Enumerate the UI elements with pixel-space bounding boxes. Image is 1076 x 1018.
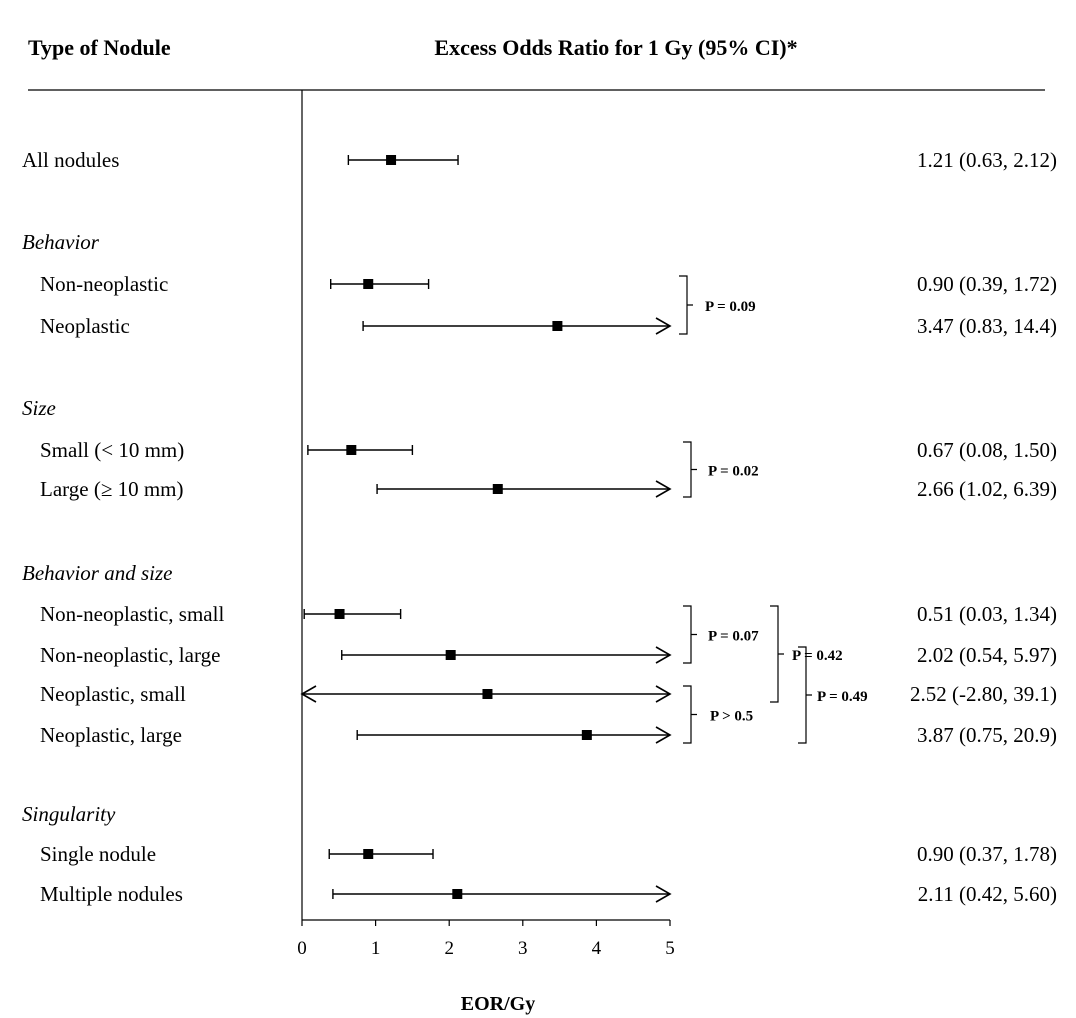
forest-row: Small (< 10 mm) 0.67 (0.08, 1.50) (40, 438, 1057, 462)
x-tick-label: 2 (444, 938, 454, 959)
point-estimate (346, 445, 357, 455)
ci-arrowhead (655, 885, 672, 903)
estimate-text: 2.11 (0.42, 5.60) (918, 882, 1057, 906)
point-estimate (552, 321, 563, 331)
p-value-label: P = 0.49 (817, 689, 868, 705)
point-estimate (363, 849, 374, 859)
forest-row: All nodules 1.21 (0.63, 2.12) (22, 148, 1057, 172)
point-estimate (363, 279, 374, 289)
row-label: Non-neoplastic, small (40, 602, 224, 626)
p-value-brackets: P = 0.09 P = 0.02 P = 0.07 P > 0.5 P = 0.42 P… (679, 275, 868, 744)
comparison-bracket (770, 605, 784, 703)
row-label: Non-neoplastic (40, 272, 168, 296)
estimate-text: 2.02 (0.54, 5.97) (917, 643, 1057, 667)
group-heading: Singularity (22, 802, 116, 826)
group-heading: Size (22, 396, 56, 420)
estimate-text: 0.67 (0.08, 1.50) (917, 438, 1057, 462)
comparison-bracket (683, 685, 697, 744)
ci-arrowhead (655, 480, 672, 498)
forest-row: Neoplastic, small 2.52 (-2.80, 39.1) (40, 682, 1057, 706)
estimate-text: 2.66 (1.02, 6.39) (917, 477, 1057, 501)
x-tick-label: 5 (665, 938, 675, 959)
row-label: Neoplastic (40, 314, 130, 338)
estimate-text: 0.51 (0.03, 1.34) (917, 602, 1057, 626)
ci-arrowhead (655, 685, 672, 703)
row-label: Multiple nodules (40, 882, 183, 906)
ci-arrowhead (300, 685, 317, 703)
estimate-text: 3.87 (0.75, 20.9) (917, 723, 1057, 747)
group-heading: Behavior and size (22, 561, 172, 585)
point-estimate (445, 650, 456, 660)
group-heading: Behavior (22, 230, 100, 254)
ci-arrowhead (655, 317, 672, 335)
comparison-bracket (683, 605, 697, 664)
point-estimate (452, 889, 463, 899)
comparison-bracket (679, 275, 693, 335)
p-value-label: P = 0.07 (708, 629, 759, 645)
column-header-eor: Excess Odds Ratio for 1 Gy (95% CI)* (434, 35, 797, 60)
row-label: All nodules (22, 148, 119, 172)
column-header-type: Type of Nodule (28, 35, 171, 60)
row-label: Neoplastic, large (40, 723, 182, 747)
x-axis-ticks: 0 1 2 3 4 5 (297, 920, 675, 959)
forest-row: Large (≥ 10 mm) 2.66 (1.02, 6.39) (40, 477, 1057, 501)
estimate-text: 2.52 (-2.80, 39.1) (910, 682, 1057, 706)
ci-arrowhead (655, 726, 672, 744)
estimate-text: 1.21 (0.63, 2.12) (917, 148, 1057, 172)
forest-row: Single nodule 0.90 (0.37, 1.78) (40, 842, 1057, 866)
row-label: Single nodule (40, 842, 156, 866)
comparison-bracket (798, 646, 812, 744)
p-value-label: P = 0.42 (792, 648, 843, 664)
point-estimate (386, 155, 397, 165)
p-value-label: P > 0.5 (710, 709, 753, 725)
forest-row: Non-neoplastic, small 0.51 (0.03, 1.34) (40, 602, 1057, 626)
forest-row: Non-neoplastic 0.90 (0.39, 1.72) (40, 272, 1057, 296)
estimate-text: 0.90 (0.39, 1.72) (917, 272, 1057, 296)
forest-rows: All nodules 1.21 (0.63, 2.12) Behavior Non-… (22, 148, 1057, 906)
x-tick-label: 1 (371, 938, 381, 959)
point-estimate (482, 689, 493, 699)
row-label: Large (≥ 10 mm) (40, 477, 184, 501)
x-tick-label: 4 (592, 938, 602, 959)
point-estimate (581, 730, 592, 740)
forest-row: Non-neoplastic, large 2.02 (0.54, 5.97) (40, 643, 1057, 667)
x-axis-label: EOR/Gy (461, 993, 535, 1015)
estimate-text: 3.47 (0.83, 14.4) (917, 314, 1057, 338)
forest-row: Neoplastic, large 3.87 (0.75, 20.9) (40, 723, 1057, 747)
point-estimate (334, 609, 345, 619)
row-label: Neoplastic, small (40, 682, 186, 706)
row-label: Small (< 10 mm) (40, 438, 184, 462)
x-tick-label: 3 (518, 938, 528, 959)
point-estimate (492, 484, 503, 494)
estimate-text: 0.90 (0.37, 1.78) (917, 842, 1057, 866)
p-value-label: P = 0.09 (705, 299, 756, 315)
x-tick-label: 0 (297, 938, 307, 959)
ci-arrowhead (655, 646, 672, 664)
forest-row: Multiple nodules 2.11 (0.42, 5.60) (40, 882, 1057, 906)
forest-row: Neoplastic 3.47 (0.83, 14.4) (40, 314, 1057, 338)
p-value-label: P = 0.02 (708, 464, 759, 480)
row-label: Non-neoplastic, large (40, 643, 220, 667)
comparison-bracket (683, 441, 697, 498)
